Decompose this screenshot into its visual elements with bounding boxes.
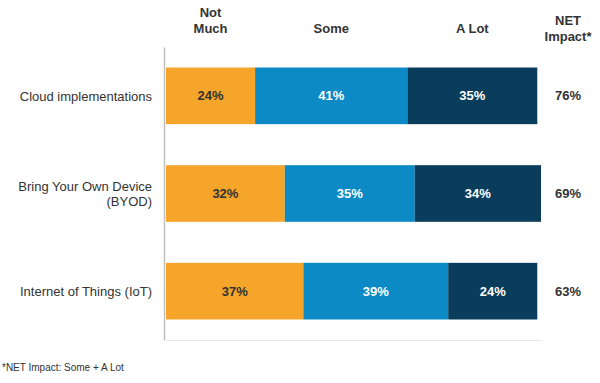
data-label: 41% bbox=[318, 88, 344, 103]
net-impact-value: 63% bbox=[555, 284, 581, 299]
bar-segment bbox=[166, 165, 285, 222]
data-label: 39% bbox=[363, 284, 389, 299]
net-impact-header: NETImpact* bbox=[545, 13, 593, 44]
y-tick-label-line: Internet of Things (IoT) bbox=[20, 284, 152, 299]
bar-segment bbox=[285, 165, 415, 222]
net-impact-header-line: Impact* bbox=[545, 29, 593, 44]
y-tick-labels: Cloud implementations Bring Your Own Devi… bbox=[18, 88, 152, 298]
data-label: 37% bbox=[222, 284, 248, 299]
legend-entry-line: Not bbox=[200, 5, 222, 20]
net-impact-value: 69% bbox=[555, 186, 581, 201]
net-impact-header-line: NET bbox=[555, 13, 581, 28]
bar-segment bbox=[448, 263, 537, 320]
y-axis-line bbox=[164, 48, 166, 341]
legend: NotMuch Some A Lot bbox=[194, 5, 490, 36]
y-tick-label: Bring Your Own Device(BYOD) bbox=[18, 178, 152, 209]
x-axis bbox=[167, 340, 542, 341]
data-label: 24% bbox=[480, 284, 506, 299]
x-axis-line bbox=[167, 340, 542, 341]
net-impact-value: 76% bbox=[555, 88, 581, 103]
y-tick-label-line: Cloud implementations bbox=[20, 88, 153, 103]
y-tick-label-line: Bring Your Own Device bbox=[18, 178, 152, 193]
annotations: *NET Impact: Some + A Lot bbox=[2, 362, 124, 373]
legend-entry: NotMuch bbox=[194, 5, 228, 36]
legend-entry-line: A Lot bbox=[456, 21, 489, 36]
legend-entry: A Lot bbox=[456, 21, 489, 36]
legend-entry: Some bbox=[314, 21, 349, 36]
bar-segment bbox=[166, 263, 303, 320]
data-label: 32% bbox=[212, 186, 238, 201]
bar-segment bbox=[166, 68, 255, 125]
legend-entry-line: Some bbox=[314, 21, 349, 36]
y-tick-label: Internet of Things (IoT) bbox=[20, 284, 152, 299]
legend-entry-line: Much bbox=[194, 21, 228, 36]
bar-segment bbox=[303, 263, 448, 320]
bar-segment bbox=[407, 68, 537, 125]
footnote: *NET Impact: Some + A Lot bbox=[2, 362, 124, 373]
y-tick-label: Cloud implementations bbox=[20, 88, 153, 103]
chart: 24% 41% 35% 32% 35% 34% 37% 39% 24% Cloud impleme… bbox=[0, 0, 600, 383]
data-label: 34% bbox=[465, 186, 491, 201]
bar-segment bbox=[255, 68, 407, 125]
y-axis bbox=[164, 48, 165, 341]
y-tick-label-line: (BYOD) bbox=[107, 194, 153, 209]
bar-segment bbox=[415, 165, 541, 222]
data-labels: 24% 41% 35% 32% 35% 34% 37% 39% 24% bbox=[198, 88, 507, 298]
net-impact: NETImpact* 76% 69% 63% bbox=[545, 13, 593, 298]
bars bbox=[166, 68, 541, 320]
data-label: 35% bbox=[459, 88, 485, 103]
data-label: 35% bbox=[337, 186, 363, 201]
data-label: 24% bbox=[198, 88, 224, 103]
